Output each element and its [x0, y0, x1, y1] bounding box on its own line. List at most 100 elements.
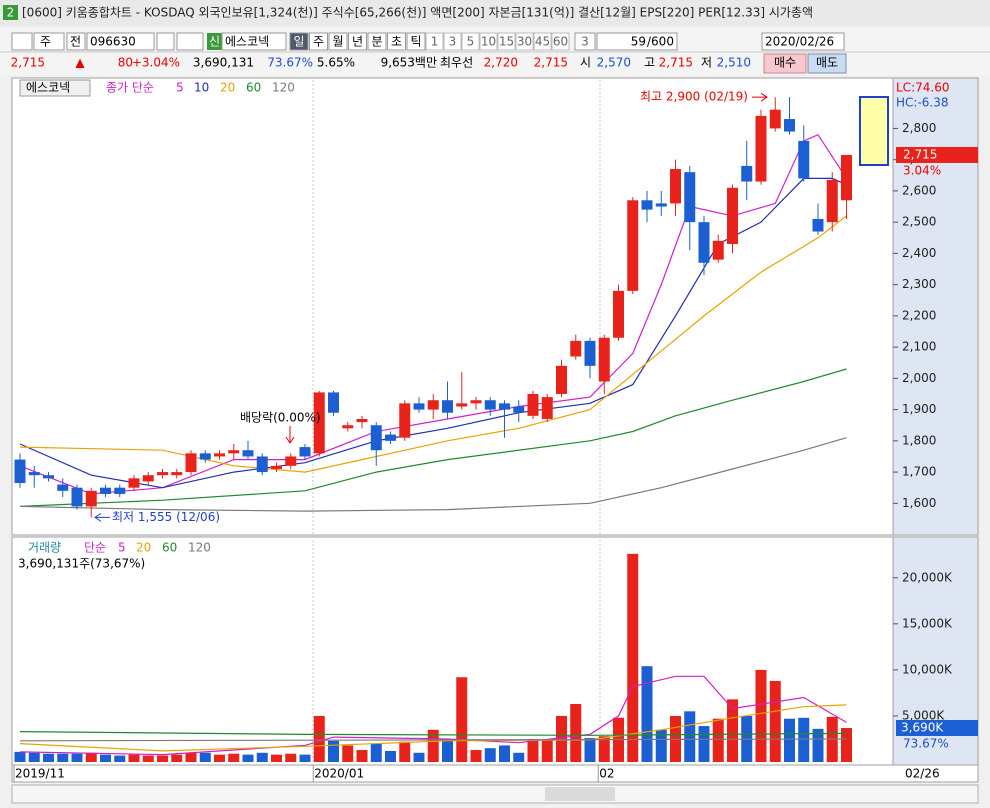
interval-button[interactable]: [515, 32, 534, 51]
quote-volume-ratio: 73.67%: [267, 56, 313, 70]
volume-bar: [570, 703, 582, 762]
date-box[interactable]: [761, 32, 845, 51]
period-button[interactable]: [289, 32, 309, 51]
volume-bar: [228, 753, 240, 762]
period-button[interactable]: [387, 32, 406, 51]
interval-button[interactable]: [479, 32, 498, 51]
count-box[interactable]: [596, 32, 678, 51]
period-button[interactable]: [367, 32, 387, 51]
candle-body: [798, 140, 810, 179]
count: 59: [631, 35, 646, 49]
candle-body: [484, 400, 496, 410]
interval-button[interactable]: [425, 32, 444, 51]
volume-bar: [128, 754, 140, 762]
volume-bar: [456, 677, 468, 762]
candle-body: [100, 487, 111, 494]
stock-legend-box: [19, 79, 91, 97]
low-note: 최저 1,555 (12/06): [112, 510, 220, 524]
volume-bar: [157, 755, 168, 762]
stock-name: 에스코넥: [225, 35, 269, 49]
volume-bar: [584, 738, 596, 762]
ma-label: 단순: [84, 541, 106, 555]
interval-button[interactable]: [533, 32, 552, 51]
candle-body: [399, 403, 411, 438]
scrollbar[interactable]: [11, 784, 979, 804]
volume-bar: [755, 669, 767, 762]
period-button[interactable]: [328, 32, 348, 51]
candle-body: [812, 219, 824, 232]
scope-button[interactable]: [66, 32, 86, 51]
interval-button[interactable]: [443, 32, 462, 51]
interval: 45: [535, 35, 550, 49]
interval-button[interactable]: [497, 32, 516, 51]
interval-button[interactable]: [551, 32, 570, 51]
title-bar: [0, 0, 990, 26]
candle-body: [43, 475, 54, 479]
candle-body: [641, 200, 653, 210]
candle-body: [242, 450, 254, 457]
candle-body: [71, 487, 83, 507]
y-tick-label: 2,100: [902, 340, 936, 354]
step-box[interactable]: [574, 32, 596, 51]
volume-bar: [342, 745, 354, 762]
layout-button[interactable]: [11, 32, 33, 51]
buy-button[interactable]: [763, 53, 807, 74]
volume-bar: [142, 755, 154, 762]
candle-body: [128, 478, 140, 488]
event-arrow: [285, 426, 295, 444]
period-button[interactable]: [406, 32, 426, 51]
interval: 1: [431, 35, 439, 49]
y-tick-label: 1,900: [902, 402, 936, 416]
sound-button[interactable]: [176, 32, 204, 51]
volume-bar: [242, 754, 254, 762]
new-badge: 신: [209, 35, 220, 49]
market-select[interactable]: [33, 32, 65, 51]
last-change: 3.04%: [903, 163, 941, 177]
period-button[interactable]: [348, 32, 367, 51]
y-tick-label: 2,300: [902, 277, 936, 291]
name-box[interactable]: [221, 32, 287, 51]
legend-entry: 5: [118, 541, 126, 555]
quote-low: 2,510: [717, 56, 751, 70]
sell-button[interactable]: [807, 53, 847, 74]
volume-bar: [712, 718, 724, 762]
scroll-thumb[interactable]: [545, 787, 615, 801]
volume-bar: [370, 743, 382, 762]
candle-body: [199, 453, 211, 460]
volume-bar: [14, 751, 26, 762]
volume-bar: [28, 752, 40, 762]
code-input[interactable]: [86, 32, 155, 51]
quote-high: 2,715: [659, 56, 693, 70]
interval-button[interactable]: [461, 32, 480, 51]
quote-change-pct: +3.04%: [132, 56, 180, 70]
volume-bar: [328, 740, 339, 762]
candle-body: [570, 340, 582, 357]
candle-body: [541, 397, 553, 419]
volume-bar: [413, 752, 425, 762]
moving-average: [19, 738, 847, 742]
volume-bar: [698, 726, 710, 762]
volume-summary: 3,690,131주(73,67%): [18, 557, 145, 571]
y-tick-label: 1,700: [902, 465, 936, 479]
candle-body: [385, 434, 396, 441]
candle-body: [841, 154, 852, 201]
period-button[interactable]: [309, 32, 328, 51]
search-button[interactable]: [156, 32, 175, 51]
moving-average: [19, 437, 847, 512]
candle-body: [613, 290, 624, 338]
candle-body: [413, 403, 425, 410]
quote-open: 2,570: [597, 56, 631, 70]
volume-bar: [100, 754, 111, 762]
quote-ask: 2,720: [484, 56, 518, 70]
interval: 30: [517, 35, 532, 49]
quote-turnover: 5.65%: [317, 56, 355, 70]
volume-bar: [513, 752, 525, 762]
quote-amount: 9,653백만: [381, 56, 437, 70]
candle-body: [157, 472, 168, 476]
candle-body: [328, 392, 339, 413]
volume-bar: [556, 715, 567, 762]
candle-body: [342, 425, 354, 429]
quote-high-label: 고: [644, 56, 655, 70]
x-tick-label: 2019/11: [15, 767, 65, 781]
